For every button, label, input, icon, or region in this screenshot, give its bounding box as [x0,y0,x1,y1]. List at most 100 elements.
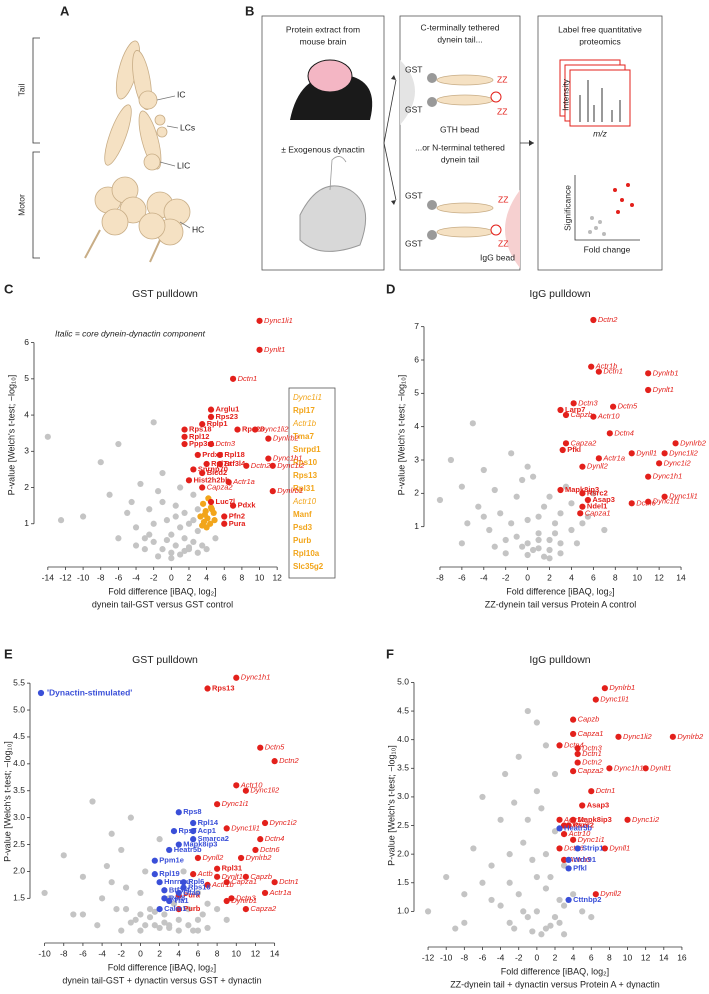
point [190,827,197,835]
point [513,533,520,540]
point [237,854,245,862]
point [469,420,476,427]
point-label: Btf3l4 [224,459,246,468]
point-label: Actb [197,869,213,878]
mini-points [588,216,606,236]
motor-label: Motor [16,194,26,216]
point [181,426,188,433]
point [565,896,572,904]
point [269,462,276,469]
x-tick-label: -4 [98,948,106,958]
point [542,925,550,932]
y-tick-label: 3 [414,454,419,464]
chart-title: IgG pulldown [529,288,590,300]
point [207,406,215,413]
y-axis-label: P-value [Welch's t-test; −log₁₀] [396,375,406,496]
point [560,902,568,909]
point [242,873,249,880]
point [181,440,188,448]
legend-marker [37,689,45,697]
zz-tag [490,224,502,236]
point-label: Mapk8ip3 [565,485,599,494]
point [540,503,548,510]
point [175,889,182,897]
point [574,750,581,758]
point-label: Dctn4 [564,740,584,749]
point-label: Capza1 [231,877,257,886]
point-label: Dctn2 [582,758,602,767]
motor-ring [138,212,166,240]
y-tick-label: 3.0 [397,791,409,801]
point [565,822,572,829]
point [166,846,173,854]
point [584,496,591,504]
point [214,906,221,913]
point [470,845,477,852]
point [177,484,184,491]
point [97,459,104,466]
point-label: Actr1a [232,477,255,486]
point [118,846,125,854]
x-axis-label: Fold difference [iBAQ, log₂] [108,586,216,596]
point-label: Dync1i1 [578,835,605,844]
tail [436,202,494,214]
point [480,466,487,474]
x-tick-label: 8 [215,948,220,958]
point [216,460,223,468]
x-tick-label: -4 [132,572,140,582]
point-label: Pfkl [567,445,581,454]
point-label: Dctn6 [636,498,656,507]
point-label: Dctn1 [279,877,299,886]
x-tick-label: 6 [222,572,227,582]
y-tick-label: 5 [414,388,419,398]
callouts [156,95,191,229]
label-box-entry: Psd3 [293,523,313,532]
x-tick-label: -8 [60,948,68,958]
point [194,549,201,556]
point-label: Asap3 [587,800,610,809]
point [127,919,134,926]
label-box-entry: Tma7 [293,432,314,441]
x-tick-label: 8 [240,572,245,582]
point [515,891,522,898]
point [172,502,179,509]
point [519,543,526,550]
point [573,540,581,547]
point [225,479,232,486]
fold-change-label: Fold change [584,244,631,254]
x-tick-label: 6 [196,948,201,958]
point [570,836,577,843]
x-tick-label: -8 [461,952,469,962]
point-label: Bicd2 [207,468,227,477]
x-axis-label: Fold difference [iBAQ, log₂] [108,962,216,972]
point-label: Dync1li1 [600,695,629,704]
point [645,386,652,394]
label-box-entry: Rps10 [293,458,318,467]
point [557,550,564,557]
point [461,891,468,898]
point-label: Dctn6 [564,843,584,852]
point [194,927,202,934]
point [194,916,202,923]
point-label: Cttnbp2 [573,895,601,904]
point [223,825,230,832]
point [502,550,509,557]
point [506,851,513,858]
point [672,440,679,447]
x-tick-label: 10 [632,572,642,582]
x-tick-label: 6 [589,952,594,962]
point-label: Dync1li1 [231,823,260,832]
point-label: Dctn2 [598,315,618,324]
x-tick-label: 2 [187,572,192,582]
point [190,491,197,498]
point-label: Dync1h1 [614,763,644,772]
x-tick-label: -2 [150,572,158,582]
point [141,546,148,553]
point [151,922,158,929]
point-label: Rpl14 [198,818,219,827]
point-label: Actr10 [240,780,264,789]
point [271,879,278,886]
point [560,931,568,938]
point-label: Ndel1 [587,502,607,511]
point [535,545,542,552]
